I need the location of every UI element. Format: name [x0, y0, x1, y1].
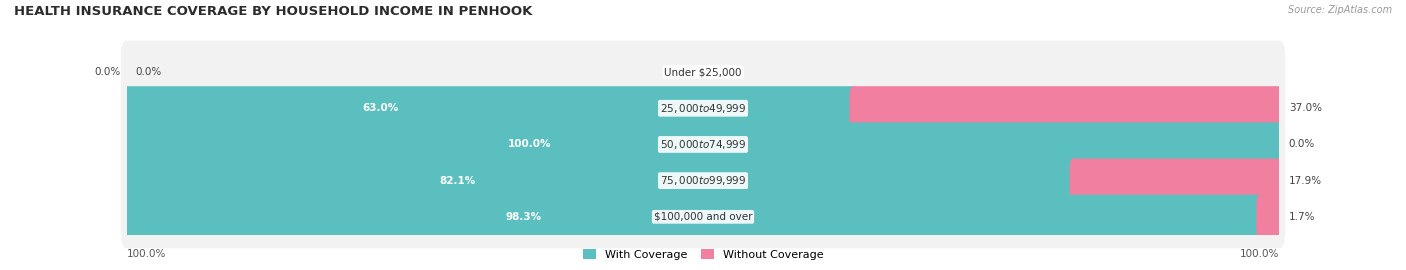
Legend: With Coverage, Without Coverage: With Coverage, Without Coverage	[578, 245, 828, 264]
FancyBboxPatch shape	[121, 77, 1285, 140]
Text: 100.0%: 100.0%	[127, 249, 166, 259]
Text: 0.0%: 0.0%	[1289, 139, 1315, 150]
Text: 100.0%: 100.0%	[1240, 249, 1279, 259]
Text: 82.1%: 82.1%	[440, 176, 477, 186]
Text: 0.0%: 0.0%	[136, 67, 162, 77]
FancyBboxPatch shape	[1257, 195, 1282, 239]
FancyBboxPatch shape	[124, 122, 1282, 167]
FancyBboxPatch shape	[124, 158, 1077, 203]
FancyBboxPatch shape	[849, 86, 1282, 130]
FancyBboxPatch shape	[121, 113, 1285, 176]
FancyBboxPatch shape	[121, 149, 1285, 212]
FancyBboxPatch shape	[1070, 158, 1282, 203]
FancyBboxPatch shape	[121, 40, 1285, 104]
Text: $100,000 and over: $100,000 and over	[654, 212, 752, 222]
Text: Source: ZipAtlas.com: Source: ZipAtlas.com	[1288, 5, 1392, 15]
FancyBboxPatch shape	[124, 86, 856, 130]
Text: $25,000 to $49,999: $25,000 to $49,999	[659, 102, 747, 115]
Text: 17.9%: 17.9%	[1289, 176, 1322, 186]
Text: $50,000 to $74,999: $50,000 to $74,999	[659, 138, 747, 151]
Text: HEALTH INSURANCE COVERAGE BY HOUSEHOLD INCOME IN PENHOOK: HEALTH INSURANCE COVERAGE BY HOUSEHOLD I…	[14, 5, 533, 18]
FancyBboxPatch shape	[124, 195, 1264, 239]
Text: 100.0%: 100.0%	[509, 139, 551, 150]
Text: 63.0%: 63.0%	[363, 103, 399, 113]
Text: $75,000 to $99,999: $75,000 to $99,999	[659, 174, 747, 187]
Text: Under $25,000: Under $25,000	[664, 67, 742, 77]
FancyBboxPatch shape	[121, 185, 1285, 248]
Text: 0.0%: 0.0%	[94, 67, 121, 77]
Text: 37.0%: 37.0%	[1289, 103, 1322, 113]
Text: 1.7%: 1.7%	[1289, 212, 1315, 222]
Text: 98.3%: 98.3%	[505, 212, 541, 222]
